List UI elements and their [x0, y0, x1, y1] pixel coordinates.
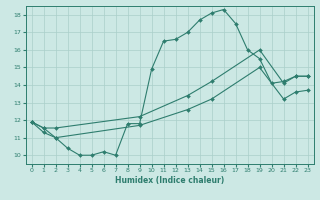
- X-axis label: Humidex (Indice chaleur): Humidex (Indice chaleur): [115, 176, 224, 185]
